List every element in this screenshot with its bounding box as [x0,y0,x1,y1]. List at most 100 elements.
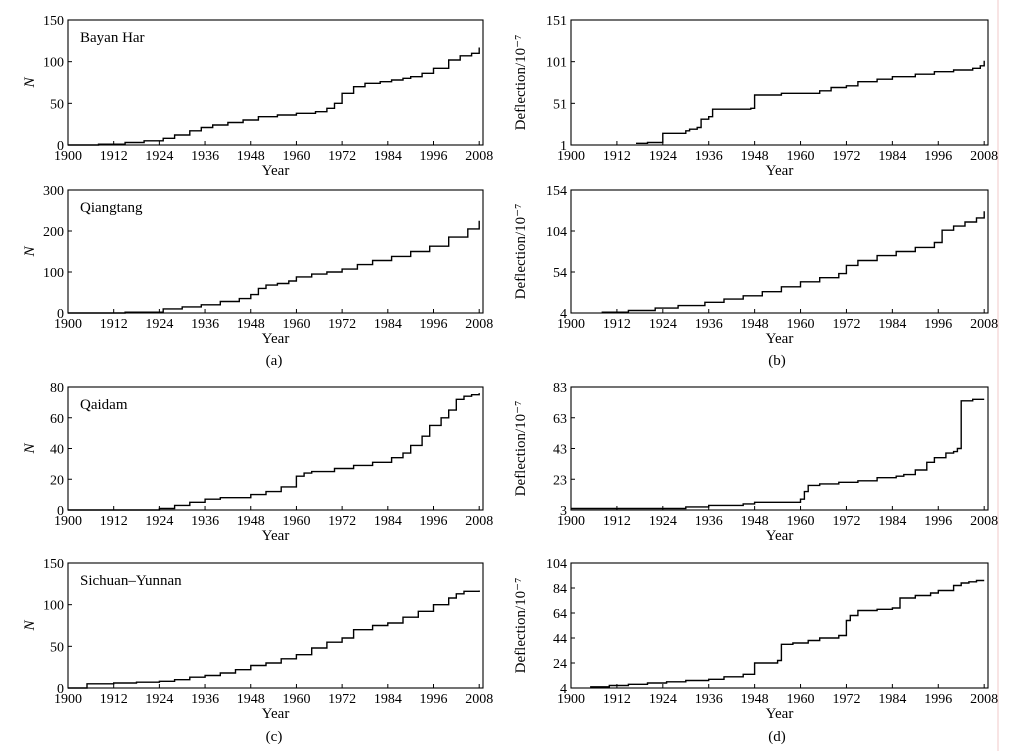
chart-panel-4: 1900 1912 1924 1936 1948 1960 1972 1984 1996 2008… [513,184,998,347]
y-tick-label: 44 [553,632,567,647]
x-tick-label: 1936 [191,317,219,332]
x-tick-label: 1924 [649,514,677,529]
x-tick-label: 1984 [878,692,906,707]
chart-panel-8: 1900 1912 1924 1936 1948 1960 1972 1984 1996 2008… [513,557,998,722]
x-tick-label: 1912 [100,514,128,529]
y-tick-label: 20 [50,473,64,488]
x-tick-label: 1960 [787,149,815,164]
x-tick-label: 1924 [649,317,677,332]
y-tick-label: 150 [43,557,64,572]
y-tick-label: 4 [560,682,567,697]
y-tick-label: 0 [57,504,64,519]
series-line [636,60,985,144]
plot-frame [67,19,484,146]
x-tick-label: 1984 [374,692,402,707]
y-tick-label: 1 [560,139,567,154]
y-tick-label: 151 [546,14,567,29]
y-tick-label: 80 [50,381,64,396]
plot-frame [570,562,989,689]
panels: 1900 1912 1924 1936 1948 1960 1972 1984 1996 2008… [22,14,998,722]
x-axis-label: Year [766,163,794,179]
x-tick-label: 1960 [282,317,310,332]
x-tick-label: 1936 [695,317,723,332]
x-tick-label: 1912 [603,514,631,529]
x-tick-label: 1924 [145,514,173,529]
panel-title: Bayan Har [80,30,145,46]
plot-frame [570,19,989,146]
x-tick-label: 1948 [237,692,265,707]
x-tick-label: 1936 [191,692,219,707]
panel-label-c: (c) [266,729,283,745]
series-line [68,393,480,511]
x-tick-label: 1948 [741,149,769,164]
x-tick-label: 2008 [970,149,998,164]
x-tick-label: 1996 [420,317,448,332]
x-tick-label: 1984 [374,149,402,164]
y-tick-label: 23 [553,473,567,488]
chart-panel-6: 1900 1912 1924 1936 1948 1960 1972 1984 1996 2008… [513,381,998,544]
x-tick-label: 1960 [282,692,310,707]
x-axis-label: Year [262,331,290,347]
panel-label-a: (a) [266,353,283,369]
x-tick-label: 1912 [100,149,128,164]
series-line [601,211,985,313]
x-tick-label: 2008 [970,514,998,529]
x-tick-label: 1924 [145,317,173,332]
x-tick-label: 1972 [832,514,860,529]
x-tick-label: 1972 [328,692,356,707]
series-line [590,579,985,688]
x-tick-label: 1996 [420,149,448,164]
x-tick-label: 1996 [420,692,448,707]
x-tick-label: 1900 [54,317,82,332]
x-tick-label: 1900 [557,317,585,332]
x-tick-label: 1912 [603,692,631,707]
chart-panel-2: 1900 1912 1924 1936 1948 1960 1972 1984 1996 2008… [513,14,998,179]
y-tick-label: 63 [553,412,567,427]
x-axis-label: Year [766,528,794,544]
x-tick-label: 1912 [100,692,128,707]
y-tick-label: 24 [553,657,567,672]
x-tick-label: 1924 [649,149,677,164]
panel-label-b: (b) [768,353,786,369]
x-tick-label: 1996 [924,317,952,332]
y-tick-label: 0 [57,682,64,697]
y-tick-label: 54 [553,266,567,281]
series-line [68,47,480,146]
x-axis-label: Year [262,706,290,722]
y-axis-label: N [22,443,38,455]
x-axis-label: Year [766,706,794,722]
x-tick-label: 1948 [237,514,265,529]
plot-frame [67,562,484,689]
y-tick-label: 104 [546,225,567,240]
x-tick-label: 2008 [465,692,493,707]
x-axis-label: Year [766,331,794,347]
y-tick-label: 0 [57,307,64,322]
x-tick-label: 1936 [695,149,723,164]
x-tick-label: 2008 [970,692,998,707]
y-axis-label: Deflection/10⁻⁷ [513,204,529,300]
y-tick-label: 100 [43,56,64,71]
x-tick-label: 1900 [54,514,82,529]
x-tick-label: 1984 [878,514,906,529]
y-tick-label: 4 [560,307,567,322]
x-tick-label: 1996 [924,149,952,164]
series-line [68,220,480,314]
y-axis-label: Deflection/10⁻⁷ [513,578,529,674]
x-axis-label: Year [262,163,290,179]
chart-panel-5: 1900 1912 1924 1936 1948 1960 1972 1984 1996 2008… [22,381,493,544]
chart-panel-7: 1900 1912 1924 1936 1948 1960 1972 1984 1996 2008… [22,557,493,722]
panel-label-d: (d) [768,729,786,745]
x-tick-label: 1948 [741,317,769,332]
x-tick-label: 1996 [924,514,952,529]
y-tick-label: 100 [43,599,64,614]
x-tick-label: 1948 [741,514,769,529]
y-tick-label: 3 [560,504,567,519]
x-tick-label: 2008 [465,317,493,332]
y-axis-label: Deflection/10⁻⁷ [513,401,529,497]
x-tick-label: 1936 [695,514,723,529]
y-tick-label: 51 [553,97,567,112]
x-tick-label: 1900 [557,149,585,164]
chart-panel-3: 1900 1912 1924 1936 1948 1960 1972 1984 1996 2008… [22,184,493,347]
x-tick-label: 2008 [465,514,493,529]
x-tick-label: 1972 [328,514,356,529]
